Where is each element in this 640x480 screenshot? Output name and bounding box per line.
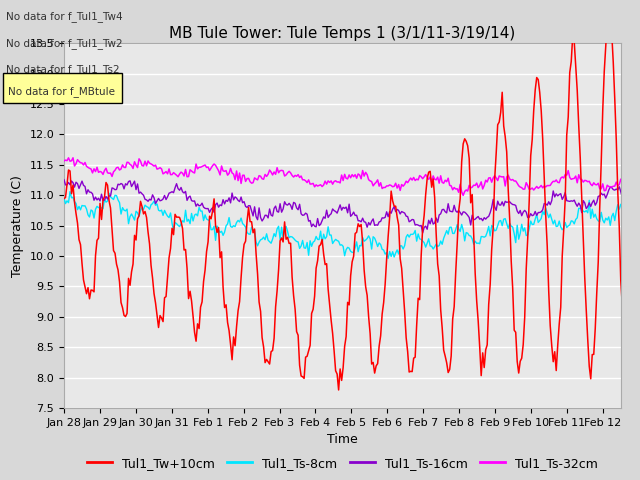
Title: MB Tule Tower: Tule Temps 1 (3/1/11-3/19/14): MB Tule Tower: Tule Temps 1 (3/1/11-3/19…: [169, 25, 516, 41]
Text: No data for f_Tul1_Tw2: No data for f_Tul1_Tw2: [6, 37, 123, 48]
Text: No data for f_Tul1_Tw4: No data for f_Tul1_Tw4: [6, 11, 123, 22]
Legend: Tul1_Tw+10cm, Tul1_Ts-8cm, Tul1_Ts-16cm, Tul1_Ts-32cm: Tul1_Tw+10cm, Tul1_Ts-8cm, Tul1_Ts-16cm,…: [82, 452, 603, 475]
Text: No data for f_Tul1_Ts2: No data for f_Tul1_Ts2: [6, 64, 120, 75]
X-axis label: Time: Time: [327, 433, 358, 446]
Text: No data for f_MBtule: No data for f_MBtule: [8, 86, 115, 97]
Y-axis label: Temperature (C): Temperature (C): [11, 175, 24, 276]
Text: No data for f_MBtule: No data for f_MBtule: [6, 90, 113, 101]
